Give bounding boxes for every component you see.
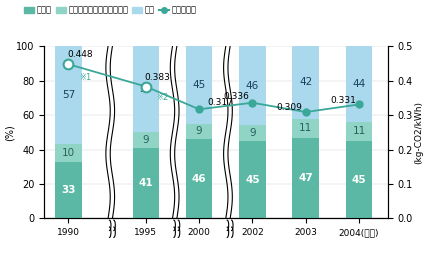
Bar [132, 46, 159, 132]
Text: 0.336: 0.336 [223, 91, 249, 100]
Bar [292, 137, 319, 218]
Text: 11: 11 [299, 123, 312, 133]
Text: 57: 57 [62, 90, 75, 100]
Text: 0.448: 0.448 [67, 50, 93, 59]
Bar [186, 46, 213, 124]
Bar [55, 144, 82, 162]
Text: 9: 9 [142, 135, 149, 145]
Bar [186, 124, 213, 139]
Text: 11: 11 [352, 126, 366, 136]
Bar [239, 125, 266, 141]
Bar [132, 132, 159, 148]
Text: 0.383: 0.383 [145, 73, 171, 82]
Bar [239, 141, 266, 218]
Text: 44: 44 [352, 79, 366, 89]
Text: ※1: ※1 [79, 73, 91, 82]
Text: 41: 41 [138, 178, 153, 188]
Text: ※2: ※2 [157, 93, 169, 102]
Y-axis label: (%): (%) [4, 124, 15, 141]
Text: 10: 10 [62, 148, 75, 158]
Bar [186, 139, 213, 218]
Text: 33: 33 [61, 185, 75, 195]
Text: 45: 45 [245, 175, 260, 185]
Bar [132, 148, 159, 218]
Text: 45: 45 [352, 175, 366, 185]
Text: 9: 9 [196, 126, 202, 136]
Bar [292, 118, 319, 137]
Text: 50: 50 [139, 84, 153, 94]
Y-axis label: (kg-CO2/kWh): (kg-CO2/kWh) [415, 101, 423, 164]
Bar [346, 46, 372, 122]
Bar [346, 122, 372, 141]
Text: 0.317: 0.317 [208, 98, 234, 107]
Text: 47: 47 [299, 173, 313, 183]
Text: 42: 42 [299, 77, 312, 87]
Text: 9: 9 [249, 128, 256, 138]
Bar [55, 162, 82, 218]
Bar [292, 46, 319, 118]
Legend: 原子力, 再生可能エネルギー＋揚水, 火力, 排出原単位: 原子力, 再生可能エネルギー＋揚水, 火力, 排出原単位 [21, 2, 200, 18]
Text: 0.331: 0.331 [330, 96, 356, 105]
Bar [239, 46, 266, 125]
Text: 45: 45 [193, 80, 206, 90]
Text: 0.309: 0.309 [277, 103, 303, 112]
Bar [346, 141, 372, 218]
Text: 46: 46 [246, 81, 259, 91]
Bar [55, 46, 82, 144]
Text: 46: 46 [192, 174, 206, 184]
